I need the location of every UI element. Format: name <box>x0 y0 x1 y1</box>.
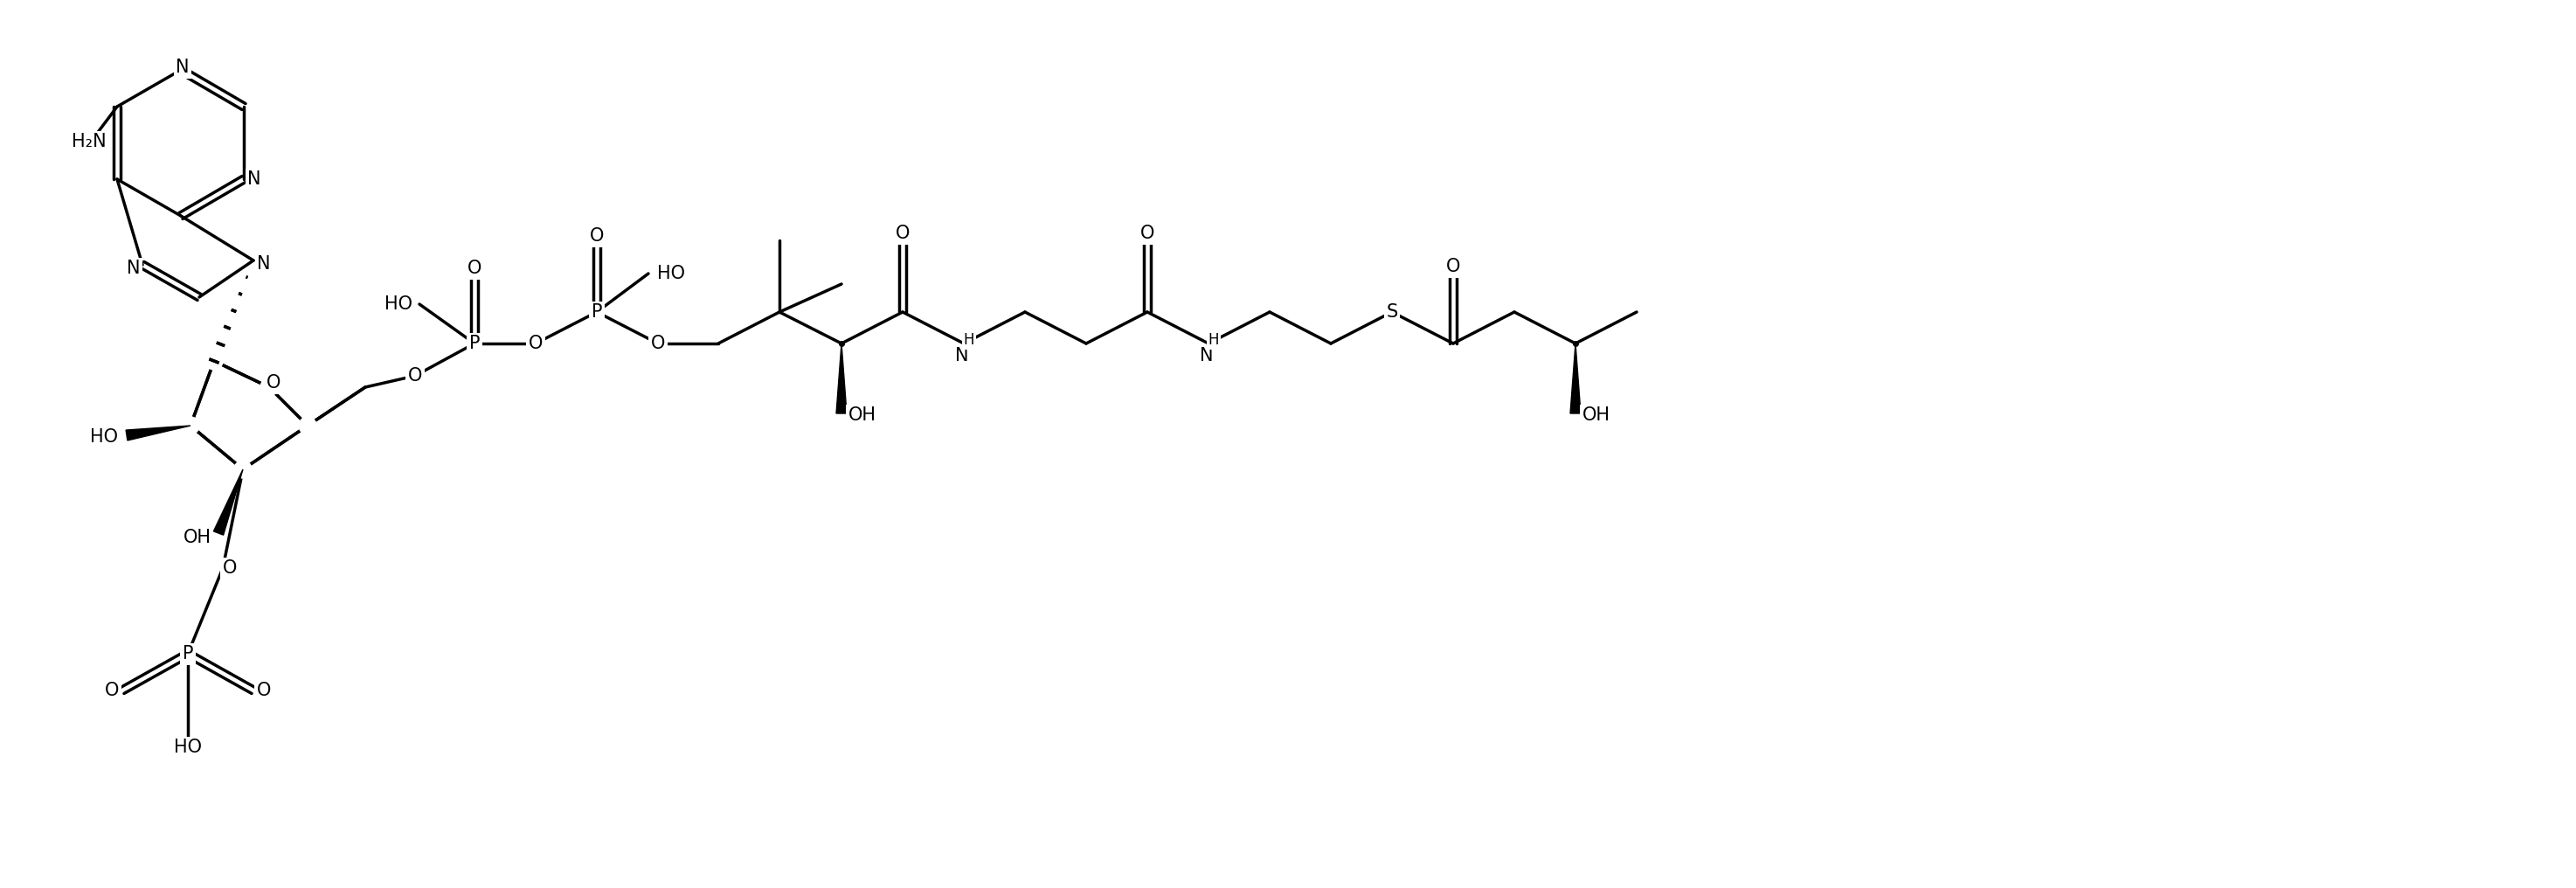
Circle shape <box>183 416 198 434</box>
Polygon shape <box>837 344 848 414</box>
Text: H: H <box>963 332 974 348</box>
Circle shape <box>260 378 278 396</box>
Circle shape <box>206 353 222 369</box>
Text: N: N <box>258 255 270 273</box>
Polygon shape <box>214 470 242 535</box>
Text: OH: OH <box>848 407 876 424</box>
Text: N: N <box>247 170 260 188</box>
Text: P: P <box>183 645 193 662</box>
Text: O: O <box>1141 225 1154 242</box>
Circle shape <box>234 461 252 478</box>
Text: O: O <box>652 335 665 353</box>
Polygon shape <box>1571 344 1582 414</box>
Text: S: S <box>1386 304 1399 321</box>
Text: O: O <box>896 225 909 242</box>
Text: O: O <box>106 682 118 699</box>
Text: O: O <box>466 259 482 277</box>
Text: N: N <box>1200 347 1213 364</box>
Text: HO: HO <box>90 428 118 446</box>
Text: P: P <box>469 335 479 353</box>
Text: N: N <box>175 59 191 76</box>
Text: O: O <box>265 374 281 392</box>
Polygon shape <box>126 425 191 440</box>
Text: O: O <box>1445 258 1461 275</box>
Text: N: N <box>956 347 969 364</box>
Text: HO: HO <box>384 296 412 313</box>
Text: H₂N: H₂N <box>72 133 106 150</box>
Circle shape <box>299 416 317 434</box>
Text: HO: HO <box>657 265 685 282</box>
Text: O: O <box>222 559 237 577</box>
Text: P: P <box>592 304 603 321</box>
Text: O: O <box>528 335 544 353</box>
Text: OH: OH <box>1582 407 1610 424</box>
Text: H: H <box>1208 332 1218 348</box>
Text: O: O <box>407 367 422 385</box>
Text: O: O <box>258 682 270 699</box>
Text: O: O <box>590 227 603 245</box>
Text: O: O <box>265 374 281 392</box>
Text: OH: OH <box>183 528 211 546</box>
Text: HO: HO <box>175 739 201 756</box>
Text: N: N <box>126 259 142 277</box>
